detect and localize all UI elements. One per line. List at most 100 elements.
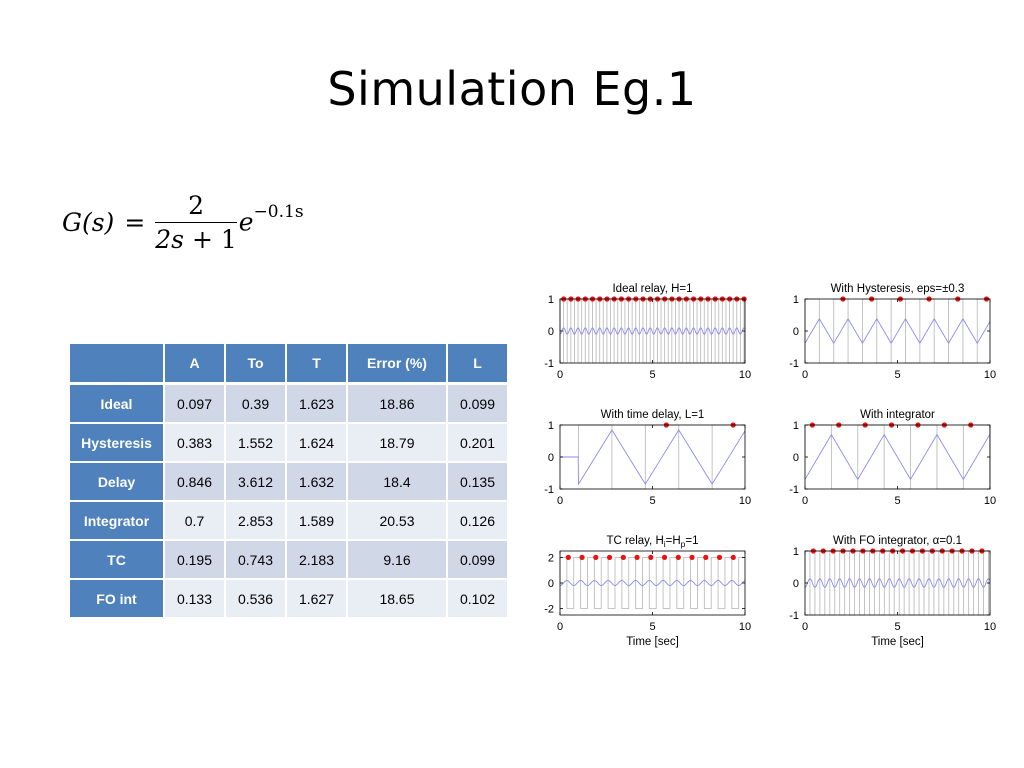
y-tick-label: -1 [544,358,554,370]
relay-output-line [804,298,990,364]
table-cell: 2.853 [224,500,287,541]
y-tick-label: 0 [793,452,799,464]
formula-exponential: e−0.1s [238,202,304,237]
formula-equals: = [124,207,146,237]
formula-numerator: 2 [188,190,204,220]
table-cell: 0.135 [446,461,509,502]
subplot: With time delay, L=110-10 5 10 [544,409,751,507]
row-label: Integrator [68,500,165,541]
results-table: A To T Error (%) L Ideal 0.097 0.39 1.62… [68,342,509,619]
x-axis-label: Time [sec] [871,636,924,648]
table-cell: 9.16 [346,539,448,580]
table-cell: 1.627 [285,578,348,619]
x-tick-label: 0 [802,621,808,633]
x-tick-label: 10 [739,621,751,633]
y-tick-label: -2 [544,604,554,616]
table-cell: 0.743 [224,539,287,580]
table-row: FO int 0.133 0.536 1.627 18.65 0.102 [68,578,509,619]
subplot-title-part: p [681,539,686,549]
x-axis-label: Time [sec] [626,636,679,648]
formula-denominator-term: 2s [155,224,185,254]
peak-marker [579,554,585,560]
y-tick-label: -1 [789,610,799,622]
table-header-cell: T [285,342,348,385]
table-cell: 0.536 [224,578,287,619]
x-tick-label: 0 [802,369,808,381]
table-cell: 1.632 [285,461,348,502]
x-tick-label: 10 [984,621,996,633]
table-cell: 1.623 [285,382,348,424]
peak-marker [620,554,626,560]
table-cell: 0.39 [224,382,287,424]
x-tick-label: 10 [984,495,996,507]
x-tick-label: 5 [649,621,655,633]
x-tick-label: 5 [894,495,900,507]
table-cell: 2.183 [285,539,348,580]
table-header-cell: A [163,342,226,385]
x-tick-label: 5 [649,369,655,381]
y-tick-label: 0 [793,326,799,338]
table-header-cell: L [446,342,509,385]
row-label: Hysteresis [68,422,165,463]
peak-marker [716,554,723,560]
table-cell: 0.133 [163,578,226,619]
table-cell: 0.097 [163,382,226,424]
y-tick-label: 1 [793,420,799,432]
x-tick-label: 10 [739,369,751,381]
table-cell: 18.86 [346,382,448,424]
y-tick-label: 0 [548,578,554,590]
y-tick-label: 1 [793,294,799,306]
process-output-line [559,327,746,335]
table-cell: 0.195 [163,539,226,580]
row-label: FO int [68,578,165,619]
peak-marker [565,554,571,560]
table-header-cell: To [224,342,287,385]
row-label: TC [68,539,165,580]
process-output-line [559,580,746,586]
peak-marker [703,554,709,560]
slide-title: Simulation Eg.1 [327,62,697,116]
process-output-line [804,578,991,588]
table-cell: 1.624 [285,422,348,463]
table-cell: 0.102 [446,578,509,619]
peak-marker [675,554,681,560]
y-tick-label: 0 [793,578,799,590]
table-cell: 0.201 [446,422,509,463]
formula-denominator-const: + 1 [184,224,237,254]
peak-marker [689,554,695,560]
table-cell: 0.383 [163,422,226,463]
process-output-line [804,317,991,344]
x-tick-label: 0 [557,495,563,507]
table-row: TC 0.195 0.743 2.183 9.16 0.099 [68,539,509,580]
process-output-line [804,433,991,481]
table-cell: 0.099 [446,382,509,424]
peak-marker [730,554,736,560]
peak-marker [648,554,654,560]
table-cell: 20.53 [346,500,448,541]
subplot-title: TC relay, Hi=Hp=1 [606,535,698,549]
subplot-title-part: =H [666,535,681,547]
table-row: Delay 0.846 3.612 1.632 18.4 0.135 [68,461,509,502]
table-cell: 18.79 [346,422,448,463]
peak-marker [634,554,640,560]
relay-output-line [560,424,745,490]
x-tick-label: 0 [557,369,563,381]
y-tick-label: 1 [548,294,554,306]
formula-exp-base: e [238,207,254,237]
table-row: Ideal 0.097 0.39 1.623 18.86 0.099 [68,382,509,424]
subplot: With Hysteresis, eps=±0.310-10 5 10 [789,283,996,381]
table-cell: 0.846 [163,461,226,502]
y-tick-label: -1 [544,484,554,496]
table-row: Integrator 0.7 2.853 1.589 20.53 0.126 [68,500,509,541]
y-tick-label: 2 [548,552,554,564]
table-row: Hysteresis 0.383 1.552 1.624 18.79 0.201 [68,422,509,463]
formula-denominator: 2s + 1 [155,223,237,254]
x-tick-label: 0 [802,495,808,507]
y-tick-label: 0 [548,452,554,464]
table-cell: 1.589 [285,500,348,541]
table-cell: 18.4 [346,461,448,502]
x-tick-label: 10 [984,369,996,381]
plot-frame [804,298,991,364]
table-cell: 3.612 [224,461,287,502]
